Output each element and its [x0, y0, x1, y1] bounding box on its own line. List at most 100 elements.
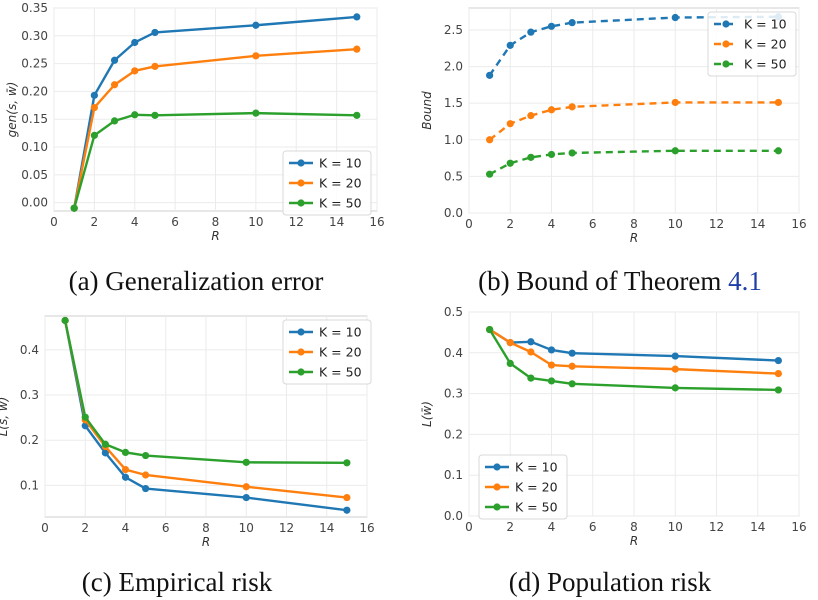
legend-marker — [722, 60, 730, 68]
data-point — [547, 346, 556, 354]
y-tick-label: 0.3 — [20, 388, 39, 402]
data-point — [486, 136, 494, 144]
data-point — [353, 45, 361, 53]
legend-marker — [297, 328, 305, 336]
legend-marker — [493, 483, 501, 491]
legend-box — [707, 11, 797, 77]
data-point — [527, 374, 535, 382]
data-point — [671, 384, 679, 392]
x-tick-label: 0 — [465, 217, 473, 231]
data-point — [110, 117, 119, 125]
y-tick-label: 0.2 — [444, 427, 463, 441]
legend-marker — [297, 159, 305, 167]
legend-marker — [722, 40, 730, 48]
data-point — [547, 106, 556, 114]
panel-a: 0 2 4 6 8 10 12 14 16 0.00 0.05 0.10 0.15 0.20 0.25 0.3… — [5, 1, 385, 296]
caption-text: (a) Generalization error — [69, 266, 324, 296]
y-tick-label: 1.0 — [444, 133, 463, 147]
data-point — [70, 204, 78, 212]
x-tick-label: 12 — [289, 215, 304, 229]
x-tick-label: 12 — [709, 217, 724, 231]
legend-box — [282, 150, 372, 216]
x-tick-label: 8 — [202, 521, 210, 535]
x-tick-label: 14 — [750, 217, 765, 231]
data-point — [142, 471, 150, 479]
data-point — [774, 147, 782, 155]
panel-caption: (c) Empirical risk — [82, 567, 273, 597]
panel-c: 0 2 4 6 8 10 12 14 16 0.1 0.2 0.3 0.4 R L̂(s, w̄) K = 1… — [0, 315, 375, 597]
data-point — [568, 349, 576, 357]
x-tick-label: 0 — [50, 215, 58, 229]
data-point — [527, 348, 535, 356]
data-point — [568, 380, 576, 388]
x-tick-label: 2 — [91, 215, 99, 229]
data-point — [61, 316, 69, 325]
data-point — [506, 339, 514, 347]
legend-label: K = 20 — [744, 37, 787, 52]
data-point — [343, 459, 351, 467]
x-tick-label: 2 — [506, 520, 514, 534]
data-point — [774, 98, 782, 107]
data-point — [671, 365, 679, 373]
x-tick-label: 6 — [589, 520, 597, 534]
data-point — [671, 98, 679, 107]
data-point — [252, 21, 260, 29]
data-point — [242, 483, 250, 491]
y-axis-label: L̂(s, w̄) — [0, 397, 10, 437]
data-point — [252, 109, 260, 117]
data-point — [110, 56, 119, 64]
x-tick-label: 4 — [548, 520, 556, 534]
data-point — [343, 493, 351, 502]
data-point — [774, 386, 782, 394]
x-tick-label: 0 — [41, 521, 49, 535]
data-point — [131, 38, 139, 47]
legend-marker — [722, 20, 730, 28]
data-point — [121, 448, 130, 457]
panel-d: 0 2 4 6 8 10 12 14 16 0.0 0.1 0.2 0.3 0.4 0.5 R L(w̄) K =… — [420, 305, 807, 597]
data-point — [547, 361, 556, 369]
y-tick-label: 2.5 — [444, 23, 463, 37]
data-point — [774, 356, 782, 365]
y-tick-label: 0.00 — [21, 196, 48, 210]
data-point — [506, 120, 514, 128]
legend-label: K = 10 — [744, 17, 787, 32]
x-tick-label: 14 — [329, 215, 344, 229]
caption-text: (d) Population risk — [509, 567, 712, 597]
panel-caption: (b) Bound of Theorem 4.1 — [478, 266, 762, 296]
legend-marker — [297, 179, 305, 187]
legend-label: K = 50 — [319, 365, 362, 380]
x-tick-label: 8 — [630, 217, 638, 231]
legend-label: K = 20 — [515, 480, 558, 495]
y-tick-label: 0.4 — [444, 346, 463, 360]
x-tick-label: 12 — [279, 521, 294, 535]
caption-text: (b) Bound of Theorem — [478, 266, 721, 296]
legend-marker — [493, 463, 501, 471]
data-point — [81, 413, 89, 421]
data-point — [90, 131, 98, 139]
caption-text: (c) Empirical risk — [82, 567, 273, 597]
legend-box — [478, 454, 568, 520]
y-tick-label: 0.5 — [444, 169, 463, 183]
y-tick-label: 0.25 — [21, 57, 48, 71]
data-point — [353, 111, 361, 119]
y-axis-label: Bound — [420, 91, 434, 130]
data-point — [671, 147, 679, 155]
x-tick-label: 2 — [506, 217, 514, 231]
legend: K = 10 K = 20 K = 50 — [282, 319, 372, 385]
data-point — [101, 440, 109, 448]
y-tick-label: 0.2 — [20, 433, 39, 447]
data-point — [486, 325, 494, 334]
legend-label: K = 20 — [319, 176, 362, 191]
y-tick-label: 2.0 — [444, 60, 463, 74]
legend: K = 10 K = 20 K = 50 — [707, 11, 797, 77]
data-point — [242, 458, 250, 466]
legend-label: K = 50 — [744, 57, 787, 72]
x-axis-label: R — [202, 535, 210, 549]
x-tick-label: 0 — [465, 520, 473, 534]
data-point — [671, 13, 679, 22]
y-tick-label: 0.1 — [444, 468, 463, 482]
data-point — [527, 112, 535, 120]
data-point — [568, 103, 576, 111]
x-tick-label: 10 — [668, 520, 683, 534]
data-point — [547, 22, 556, 30]
